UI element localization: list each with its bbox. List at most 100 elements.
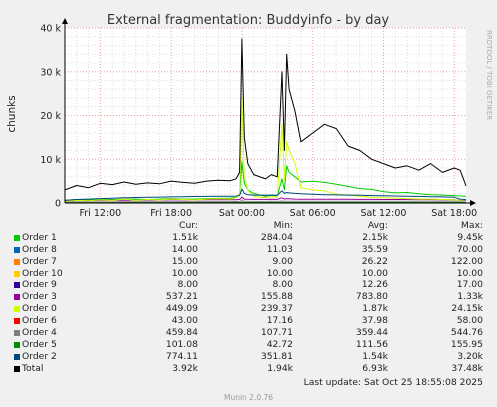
series-line-order-0 (64, 96, 467, 202)
x-tick-label: Fri 12:00 (80, 208, 122, 219)
legend-max-value: 544.76 (450, 327, 483, 339)
legend-cur-value: 459.84 (165, 327, 198, 339)
legend-cur-value: 449.09 (165, 303, 198, 315)
col-cur-header: Cur: (179, 220, 198, 231)
x-tick-label: Fri 18:00 (150, 208, 192, 219)
legend-min-value: 284.04 (260, 231, 293, 243)
legend-min-value: 1.94k (267, 362, 293, 374)
legend-avg-value: 10.00 (361, 267, 388, 279)
legend-series-name: Order 1 (22, 231, 57, 243)
legend-min-value: 107.71 (260, 327, 293, 339)
legend-avg-value: 6.93k (362, 362, 388, 374)
legend-series-name: Order 7 (22, 255, 57, 267)
series-line-order-4 (64, 200, 467, 203)
y-tick-label: 0 (55, 199, 61, 210)
chart-title: External fragmentation: Buddyinfo - by d… (107, 13, 390, 28)
y-tick-label: 10 k (40, 155, 61, 166)
legend-swatch (14, 258, 20, 265)
legend-row: Order 9 8.00 8.00 12.26 17.00 (0, 279, 497, 291)
legend-series-name: Order 0 (22, 303, 57, 315)
series-line-order-2 (64, 188, 467, 201)
y-axis-label: chunks (6, 95, 18, 132)
legend-series-name: Order 4 (22, 327, 57, 339)
legend-avg-value: 35.59 (361, 243, 388, 255)
legend-max-value: 155.95 (450, 338, 483, 350)
x-tick-label: Sat 18:00 (431, 208, 477, 219)
legend-swatch (14, 341, 20, 348)
legend-swatch (14, 282, 20, 289)
legend-max-value: 24.15k (451, 303, 483, 315)
y-tick-label: 20 k (40, 111, 61, 122)
legend-max-value: 9.45k (457, 231, 483, 243)
legend-swatch (14, 270, 20, 277)
legend-min-value: 42.72 (266, 338, 293, 350)
legend-rows: Order 1 1.51k 284.04 2.15k 9.45k Order 8 14.00… (0, 232, 497, 375)
legend-row: Order 2 774.11 351.81 1.54k 3.20k (0, 351, 497, 363)
legend-max-value: 3.20k (457, 350, 483, 362)
legend-cur-value: 10.00 (171, 267, 198, 279)
legend-row: Order 6 43.00 17.16 37.98 58.00 (0, 315, 497, 327)
col-min-header: Min: (273, 220, 293, 231)
legend-series-name: Order 9 (22, 279, 57, 291)
legend-row: Order 8 14.00 11.03 35.59 70.00 (0, 244, 497, 256)
legend-cur-value: 1.51k (172, 231, 198, 243)
legend-row: Total 3.92k 1.94k 6.93k 37.48k (0, 363, 497, 375)
legend-min-value: 155.88 (260, 291, 293, 303)
x-tick-label: Sat 06:00 (290, 208, 336, 219)
legend-row: Order 7 15.00 9.00 26.22 122.00 (0, 256, 497, 268)
legend-swatch (14, 318, 20, 325)
legend-series-name: Order 3 (22, 291, 57, 303)
y-tick-labels: 0 10 k 20 k 30 k 40 k (40, 24, 61, 210)
legend-cur-value: 14.00 (171, 243, 198, 255)
legend-row: Order 5 101.08 42.72 111.56 155.95 (0, 339, 497, 351)
legend-swatch (14, 294, 20, 301)
legend-table: Cur: Min: Avg: Max: Order 1 1.51k 284.04 2.… (0, 220, 497, 375)
legend-max-value: 10.00 (456, 267, 483, 279)
legend-min-value: 239.37 (260, 303, 293, 315)
legend-max-value: 1.33k (457, 291, 483, 303)
x-axis-arrow-icon (470, 200, 476, 206)
legend-cur-value: 537.21 (165, 291, 198, 303)
legend-cur-value: 3.92k (172, 362, 198, 374)
y-tick-label: 30 k (40, 67, 61, 78)
x-tick-label: Sat 12:00 (360, 208, 406, 219)
y-axis-arrow-icon (62, 18, 68, 24)
series-line-total (64, 38, 467, 191)
legend-swatch (14, 246, 20, 253)
rrdtool-credit: RRDTOOL / TOBI OETIKER (485, 30, 493, 120)
last-update: Last update: Sat Oct 25 18:55:08 2025 (303, 377, 483, 388)
legend-swatch (14, 330, 20, 337)
legend-swatch (14, 234, 20, 241)
munin-version: Munin 2.0.76 (223, 393, 274, 402)
legend-swatch (14, 365, 20, 372)
legend-cur-value: 15.00 (171, 255, 198, 267)
legend-cur-value: 43.00 (171, 315, 198, 327)
legend-min-value: 17.16 (266, 315, 293, 327)
legend-avg-value: 1.87k (362, 303, 388, 315)
legend-min-value: 9.00 (272, 255, 293, 267)
legend-series-name: Order 10 (22, 267, 63, 279)
legend-max-value: 37.48k (451, 362, 483, 374)
legend-avg-value: 26.22 (361, 255, 388, 267)
legend-row: Order 3 537.21 155.88 783.80 1.33k (0, 291, 497, 303)
legend-max-value: 70.00 (456, 243, 483, 255)
legend-min-value: 8.00 (272, 279, 293, 291)
legend-series-name: Order 2 (22, 350, 57, 362)
legend-avg-value: 37.98 (361, 315, 388, 327)
legend-avg-value: 783.80 (355, 291, 388, 303)
legend-row: Order 10 10.00 10.00 10.00 10.00 (0, 268, 497, 280)
legend-series-name: Order 6 (22, 315, 57, 327)
legend-max-value: 58.00 (456, 315, 483, 327)
y-tick-label: 40 k (40, 24, 61, 35)
col-avg-header: Avg: (367, 220, 388, 231)
legend-series-name: Order 5 (22, 338, 57, 350)
legend-max-value: 122.00 (450, 255, 483, 267)
legend-max-value: 17.00 (456, 279, 483, 291)
x-tick-labels: Fri 12:00 Fri 18:00 Sat 00:00 Sat 06:00 Sat … (80, 208, 478, 219)
legend-header: Cur: Min: Avg: Max: (0, 220, 497, 232)
buddyinfo-chart: 0 10 k 20 k 30 k 40 k Fri 12:00 Fri 18:00 Sat … (6, 13, 493, 219)
legend-series-name: Order 8 (22, 243, 57, 255)
legend-avg-value: 1.54k (362, 350, 388, 362)
legend-row: Order 1 1.51k 284.04 2.15k 9.45k (0, 232, 497, 244)
legend-avg-value: 12.26 (361, 279, 388, 291)
